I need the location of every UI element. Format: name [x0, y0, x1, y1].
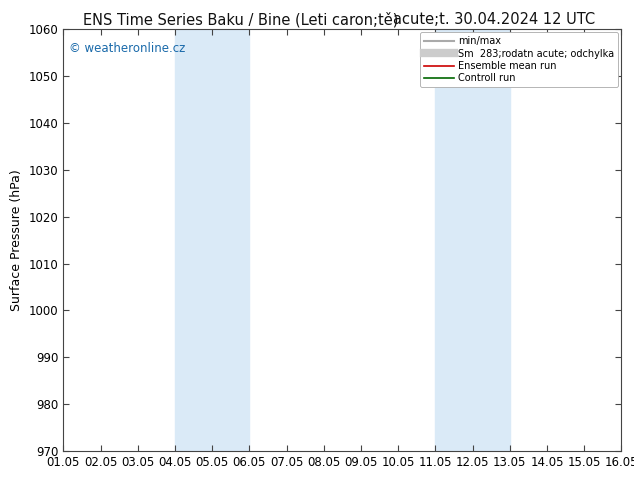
Bar [436, 29, 510, 451]
Legend: min/max, Sm  283;rodatn acute; odchylka, Ensemble mean run, Controll run: min/max, Sm 283;rodatn acute; odchylka, … [420, 32, 618, 87]
Text: acute;t. 30.04.2024 12 UTC: acute;t. 30.04.2024 12 UTC [394, 12, 595, 27]
Text: ENS Time Series Baku / Bine (Leti caron;tě): ENS Time Series Baku / Bine (Leti caron;… [83, 12, 399, 28]
Bar [175, 29, 249, 451]
Text: © weatheronline.cz: © weatheronline.cz [69, 42, 185, 55]
Y-axis label: Surface Pressure (hPa): Surface Pressure (hPa) [10, 169, 23, 311]
